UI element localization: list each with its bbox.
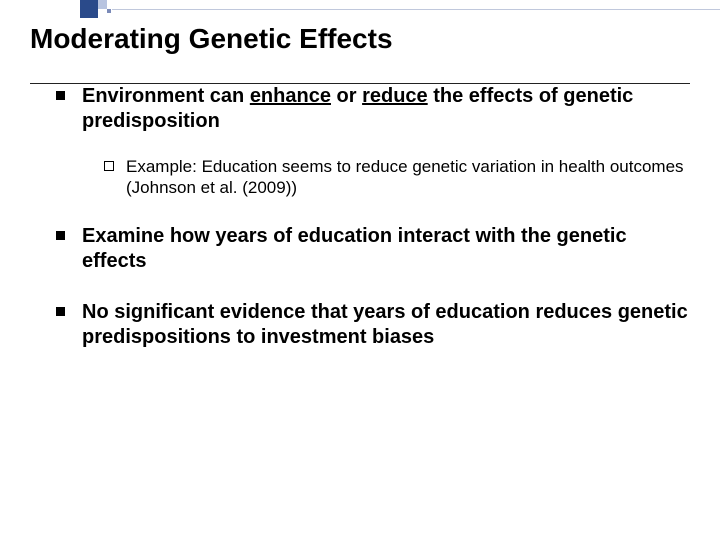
bullet-item-3: No significant evidence that years of ed…: [56, 300, 690, 350]
sub-bullet-item-1: Example: Education seems to reduce genet…: [104, 156, 690, 199]
decor-square-small: [107, 9, 111, 13]
decor-line: [112, 9, 720, 10]
bullet-item-1: Environment can enhance or reduce the ef…: [56, 84, 690, 199]
slide-title: Moderating Genetic Effects: [30, 24, 690, 55]
decor-square-medium: [98, 0, 107, 9]
bullet-3-text: No significant evidence that years of ed…: [82, 301, 688, 348]
bullet-1-underline-2: reduce: [362, 85, 428, 107]
sub-bullet-list: Example: Education seems to reduce genet…: [82, 156, 690, 199]
slide-body: Moderating Genetic Effects Environment c…: [0, 0, 720, 350]
bullet-1-text-mid: or: [331, 85, 362, 107]
decor-square-large: [80, 0, 98, 18]
sub-bullet-1-text: Example: Education seems to reduce genet…: [126, 157, 684, 197]
bullet-list: Environment can enhance or reduce the ef…: [30, 84, 690, 351]
bullet-1-underline-1: enhance: [250, 85, 331, 107]
bullet-2-text: Examine how years of education interact …: [82, 225, 627, 272]
bullet-item-2: Examine how years of education interact …: [56, 224, 690, 274]
bullet-1-text-pre: Environment can: [82, 85, 250, 107]
header-decoration: [0, 0, 720, 18]
